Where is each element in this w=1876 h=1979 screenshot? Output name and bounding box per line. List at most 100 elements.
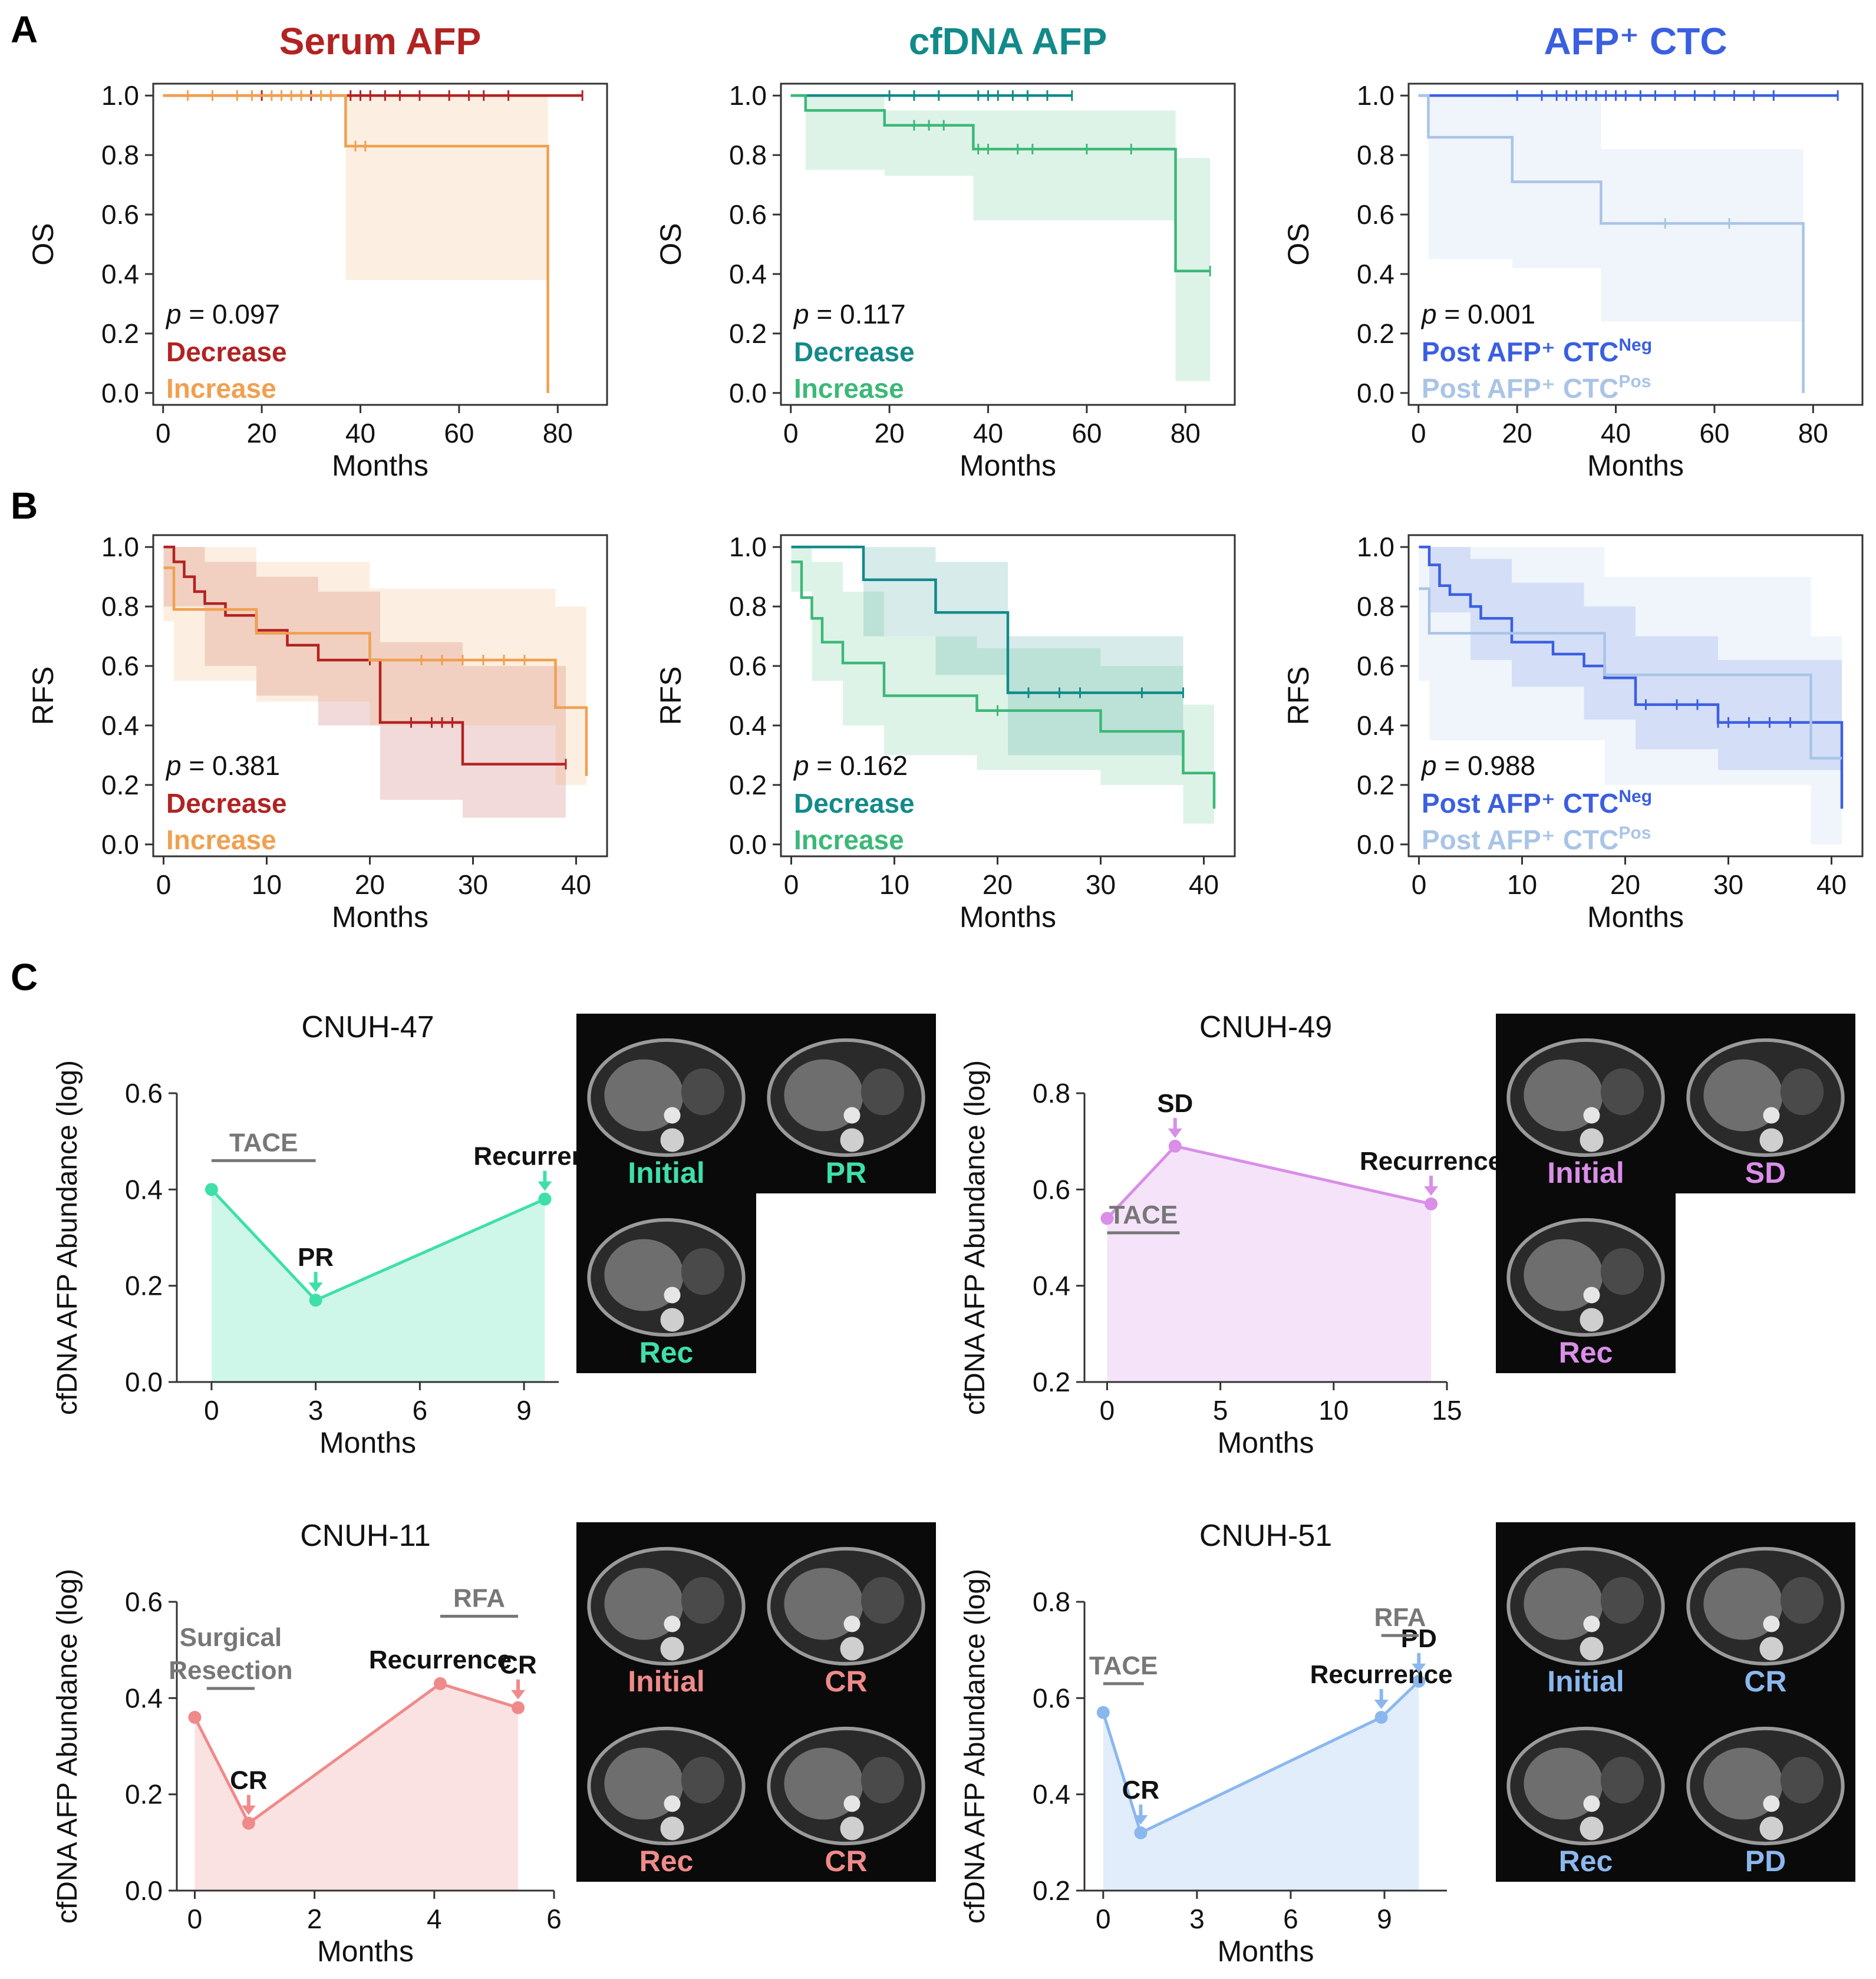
x-tick-label: 80 <box>543 418 573 448</box>
confidence-band <box>345 95 548 281</box>
y-tick-label: 0.0 <box>1357 829 1394 860</box>
data-point <box>1100 1212 1114 1225</box>
x-tick-label: 30 <box>1713 869 1743 900</box>
ct-liver <box>604 1059 684 1132</box>
ct-vertebra <box>840 1637 864 1661</box>
y-tick-label: 0.2 <box>1357 770 1394 800</box>
confidence-band <box>812 562 843 681</box>
y-tick-label: 0.6 <box>1033 1174 1070 1205</box>
chart-title: CNUH-11 <box>300 1519 431 1553</box>
km-chart-A2: 0 20 40 60 80 0.0 0.2 0.4 0.6 0.8 1.0 Months OS cfDNA… <box>654 20 1236 482</box>
y-tick-label: 0.6 <box>101 199 139 230</box>
y-tick-label: 0.0 <box>125 1875 163 1906</box>
y-tick-label: 0.0 <box>729 378 767 408</box>
survival-curve-1 <box>791 560 1216 809</box>
confidence-band <box>555 606 586 785</box>
legend-entry: Increase <box>166 824 276 855</box>
event-label: Recurrence <box>1310 1660 1453 1689</box>
y-tick-label: 0.2 <box>1033 1875 1070 1906</box>
y-tick-label: 0.6 <box>729 651 767 681</box>
x-tick-label: 0 <box>784 869 799 900</box>
ct-scan-label: Initial <box>628 1665 705 1698</box>
p-value-number: = 0.381 <box>182 750 281 781</box>
y-tick-label: 0.2 <box>729 770 767 800</box>
arrow-head <box>511 1690 526 1700</box>
arrow-head <box>308 1282 323 1292</box>
y-tick-label: 0.4 <box>729 710 767 741</box>
ct-aorta <box>1763 1615 1780 1632</box>
confidence-band <box>1718 659 1842 770</box>
p-value-number: = 0.117 <box>809 299 906 329</box>
x-tick-label: 4 <box>427 1904 442 1934</box>
legend-entry: Increase <box>794 824 904 855</box>
x-tick-label: 10 <box>252 869 282 900</box>
p-value: p = 0.988 <box>1420 750 1535 781</box>
confidence-band <box>973 110 1176 221</box>
confidence-band <box>1512 582 1584 687</box>
ct-aorta <box>664 1795 681 1812</box>
event-label: Recurrence <box>1360 1147 1502 1176</box>
y-axis-label: cfDNA AFP Abundance (log) <box>52 1569 83 1924</box>
chart-title: CNUH-51 <box>1199 1519 1332 1553</box>
y-tick-label: 0.8 <box>1033 1587 1070 1617</box>
ct-vertebra <box>840 1128 864 1152</box>
x-axis-label: Months <box>1218 1935 1314 1968</box>
ct-aorta <box>1583 1287 1600 1304</box>
p-value-number: = 0.097 <box>182 299 281 329</box>
treatment-label: RFA <box>453 1584 505 1613</box>
legend-superscript: Pos <box>1618 372 1651 391</box>
x-tick-label: 0 <box>187 1904 203 1934</box>
ct-scan-label: Rec <box>1559 1336 1613 1369</box>
ct-liver <box>1703 1568 1783 1640</box>
x-tick-label: 6 <box>1283 1904 1298 1934</box>
ct-vertebra <box>660 1816 684 1841</box>
x-tick-label: 6 <box>546 1904 562 1934</box>
ct-aorta <box>843 1795 860 1812</box>
legend-entry: Post AFP⁺ CTCPos <box>1422 372 1651 404</box>
x-tick-label: 9 <box>1377 1904 1392 1934</box>
survival-curve-1 <box>1418 94 1805 393</box>
x-tick-label: 0 <box>204 1395 219 1426</box>
chart-title: Serum AFP <box>279 20 482 62</box>
arrow-head <box>1424 1186 1439 1196</box>
event-label: CR <box>230 1766 268 1795</box>
treatment-label: Surgical <box>180 1623 282 1652</box>
ct-stomach <box>860 1756 905 1804</box>
chart-title: AFP⁺ CTC <box>1544 20 1727 62</box>
p-value: p = 0.381 <box>165 750 280 781</box>
x-tick-label: 40 <box>973 418 1003 448</box>
y-tick-label: 0.8 <box>1357 140 1394 170</box>
y-tick-label: 0.4 <box>125 1683 163 1713</box>
timeline-chart-C2: 0 5 10 15 0.2 0.4 0.6 0.8 Months cfDNA AFP Abunda… <box>960 1010 1502 1459</box>
ct-vertebra <box>660 1128 684 1152</box>
legend-entry: Post AFP⁺ CTCNeg <box>1422 787 1652 819</box>
ct-vertebra <box>1580 1637 1604 1661</box>
treatment-label: TACE <box>229 1128 298 1157</box>
ct-scan-label: Initial <box>1547 1156 1624 1189</box>
confidence-band <box>843 591 884 725</box>
x-tick-label: 3 <box>308 1395 324 1426</box>
ct-scan-label: PD <box>1745 1845 1786 1878</box>
confidence-band <box>1811 636 1842 845</box>
ct-vertebra <box>660 1637 684 1661</box>
plot-frame <box>780 534 1236 857</box>
km-chart-B1: 0 10 20 30 40 0.0 0.2 0.4 0.6 0.8 1.0 Months RFS p = … <box>27 532 608 934</box>
ct-liver <box>604 1568 684 1640</box>
x-tick-label: 10 <box>1318 1395 1349 1426</box>
legend-entry: Increase <box>166 373 276 404</box>
y-tick-label: 0.6 <box>125 1078 163 1109</box>
x-tick-label: 60 <box>444 418 474 448</box>
y-axis-label: OS <box>27 223 60 265</box>
plot-frame <box>152 83 608 406</box>
ct-aorta <box>1583 1795 1600 1812</box>
arrow-head <box>1168 1128 1182 1138</box>
ct-liver <box>1524 1747 1603 1820</box>
survival-curve-0 <box>791 545 1183 694</box>
y-tick-label: 0.0 <box>1357 378 1394 408</box>
event-label: CR <box>499 1651 537 1680</box>
x-tick-label: 10 <box>879 869 909 900</box>
ct-scan-panel: Initial CR Rec PD <box>1496 1522 1855 1882</box>
chart-title: CNUH-49 <box>1199 1010 1332 1044</box>
confidence-band <box>1183 704 1214 824</box>
